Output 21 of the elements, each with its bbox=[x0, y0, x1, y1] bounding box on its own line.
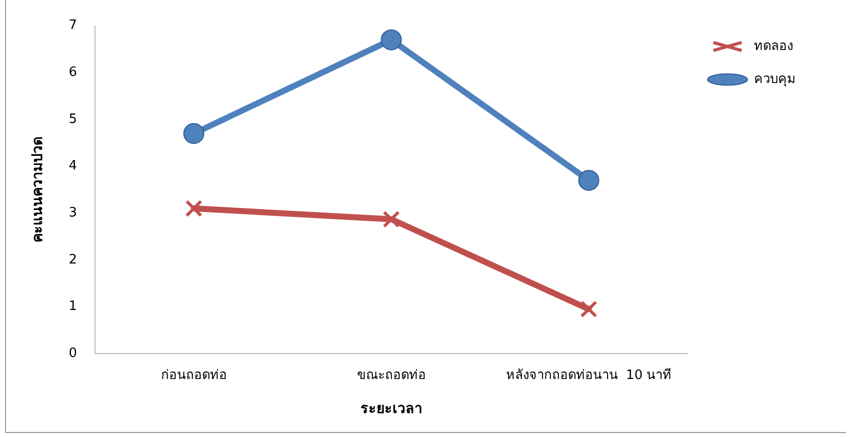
point bbox=[380, 29, 402, 50]
y-tick-label: 5 bbox=[68, 112, 78, 127]
y-tick-label: 6 bbox=[68, 65, 78, 80]
point bbox=[183, 123, 204, 144]
legend-label: ควบคุม bbox=[754, 72, 796, 87]
point bbox=[580, 300, 598, 318]
y-tick-label: 4 bbox=[68, 158, 78, 174]
x-tick-label: ก่อนถอดท่อ bbox=[160, 368, 227, 383]
y-tick-label: 0 bbox=[68, 346, 78, 361]
legend-label: ทดลอง bbox=[754, 38, 793, 54]
x-tick-label: ขณะถอดท่อ bbox=[356, 368, 426, 383]
y-tick-label: 1 bbox=[68, 299, 78, 314]
y-tick-label: 2 bbox=[68, 252, 78, 268]
y-tick-label: 3 bbox=[68, 205, 78, 220]
y-axis-title: คะแนนความปวด bbox=[30, 136, 46, 243]
y-tick-label: 7 bbox=[68, 18, 78, 34]
x-tick-label: หลังจากถอดท่อนาน 10 นาที bbox=[506, 366, 672, 383]
point bbox=[185, 200, 202, 218]
point bbox=[578, 170, 600, 191]
x-axis-title: ระยะเวลา bbox=[360, 401, 422, 418]
point bbox=[382, 210, 400, 228]
